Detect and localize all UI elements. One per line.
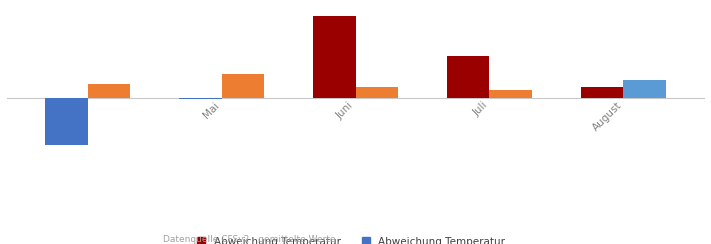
Bar	[356, 87, 398, 98]
Bar	[313, 16, 356, 98]
Bar	[45, 98, 87, 145]
Bar	[581, 87, 624, 98]
Text: Datenquelle CFSv2 - gemittelte Werte: Datenquelle CFSv2 - gemittelte Werte	[163, 234, 335, 244]
Bar	[87, 84, 130, 98]
Bar	[222, 74, 264, 98]
Bar	[489, 90, 533, 98]
Bar	[447, 56, 489, 98]
Bar	[178, 98, 222, 99]
Bar	[624, 80, 666, 98]
Legend: Abweichung Temperatur, Abweichung Niederschlag, Abweichung Temperatur, Abweichun: Abweichung Temperatur, Abweichung Nieder…	[193, 233, 518, 244]
